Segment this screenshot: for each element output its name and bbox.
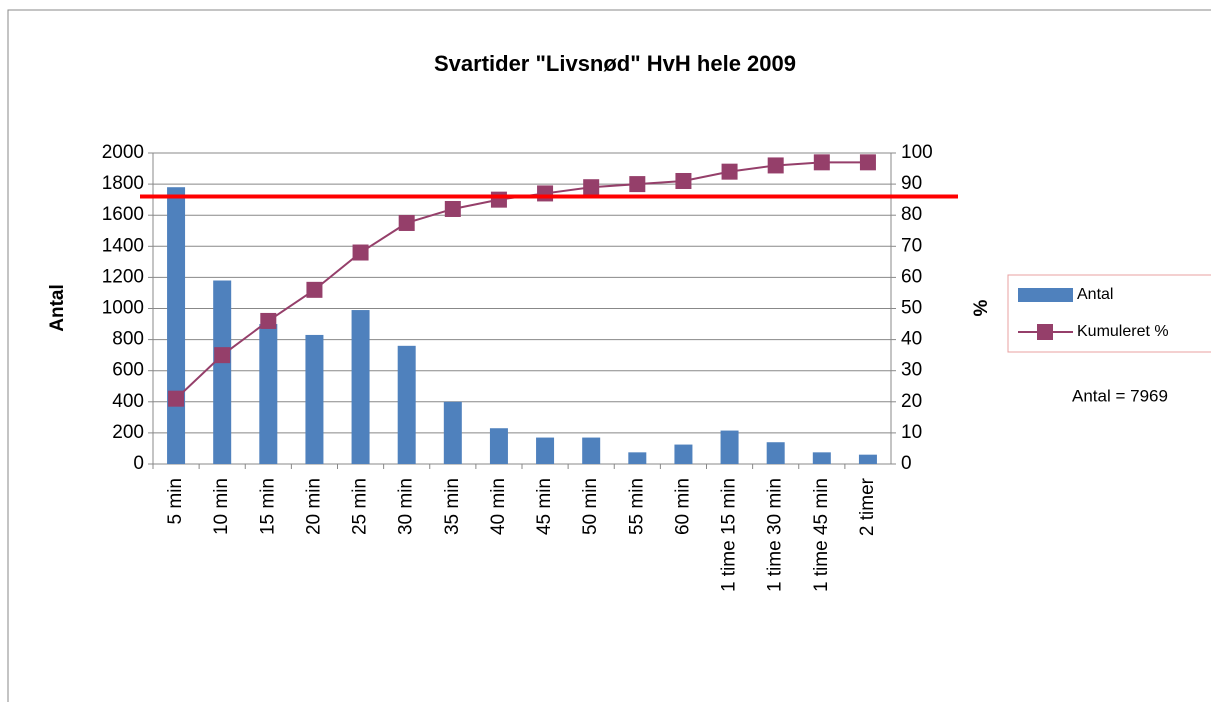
y2-tick-label: 50 [901,298,922,319]
y-tick-label: 1600 [102,204,144,225]
line-marker [675,172,692,189]
line-marker [444,200,461,217]
x-tick-label: 10 min [211,478,232,535]
y-tick-label: 1000 [102,298,144,319]
y2-tick-label: 60 [901,266,922,287]
y-tick-label: 800 [112,329,144,350]
y-tick-label: 200 [112,422,144,443]
y-tick-label: 600 [112,360,144,381]
legend-swatch [1018,288,1073,302]
x-tick-label: 45 min [534,478,555,535]
y2-tick-label: 70 [901,235,922,256]
bar [628,452,647,464]
line-marker [352,244,369,261]
x-tick-label: 55 min [626,478,647,535]
y-tick-label: 2000 [102,142,144,163]
bar [443,401,462,464]
line-marker [859,154,876,171]
x-tick-label: 25 min [350,478,371,535]
bar [858,454,877,464]
chart-frame [7,9,1211,702]
y-tick-label: 400 [112,391,144,412]
bar [305,334,324,464]
y2-tick-label: 100 [901,142,933,163]
y-axis-label: Antal [47,284,68,332]
y2-tick-label: 10 [901,422,922,443]
legend-swatch [1037,324,1053,340]
x-tick-label: 40 min [488,478,509,535]
line-marker [398,214,415,231]
y-tick-label: 1200 [102,266,144,287]
bar [812,452,831,464]
line-marker [583,179,600,196]
y-tick-label: 1400 [102,235,144,256]
line-marker [813,154,830,171]
x-tick-label: 35 min [442,478,463,535]
line-marker [537,185,554,202]
y2-axis-label: % [971,299,992,316]
bar [351,310,370,464]
bar [766,442,785,464]
annotation: Antal = 7969 [1072,386,1168,405]
line-marker [767,157,784,174]
bar [582,437,601,464]
bar [489,428,508,464]
x-tick-label: 1 time 45 min [811,478,832,592]
line-marker [168,390,185,407]
bar [720,430,739,464]
legend-label: Antal [1077,286,1113,303]
y2-tick-label: 80 [901,204,922,225]
x-tick-label: 50 min [580,478,601,535]
line-marker [306,281,323,298]
x-tick-label: 20 min [303,478,324,535]
x-tick-label: 15 min [257,478,278,535]
x-tick-label: 5 min [165,478,186,524]
bar [167,187,186,464]
bar [536,437,555,464]
line-marker [214,347,231,364]
x-tick-label: 2 timer [857,477,878,536]
y2-tick-label: 40 [901,329,922,350]
bar [213,280,232,464]
bar [674,444,693,464]
line-marker [629,176,646,193]
line-marker [721,163,738,180]
chart-title: Svartider "Livsnød" HvH hele 2009 [434,51,796,76]
bar [397,345,416,464]
y2-tick-label: 20 [901,391,922,412]
y2-tick-label: 0 [901,453,912,474]
line-marker [260,312,277,329]
x-tick-label: 1 time 15 min [719,478,740,592]
bar [259,324,278,464]
x-tick-label: 60 min [672,478,693,535]
x-tick-label: 30 min [396,478,417,535]
y2-tick-label: 90 [901,173,922,194]
y2-tick-label: 30 [901,360,922,381]
y-tick-label: 1800 [102,173,144,194]
legend-label: Kumuleret % [1077,323,1169,340]
y-tick-label: 0 [133,453,144,474]
line-marker [490,191,507,208]
x-tick-label: 1 time 30 min [765,478,786,592]
